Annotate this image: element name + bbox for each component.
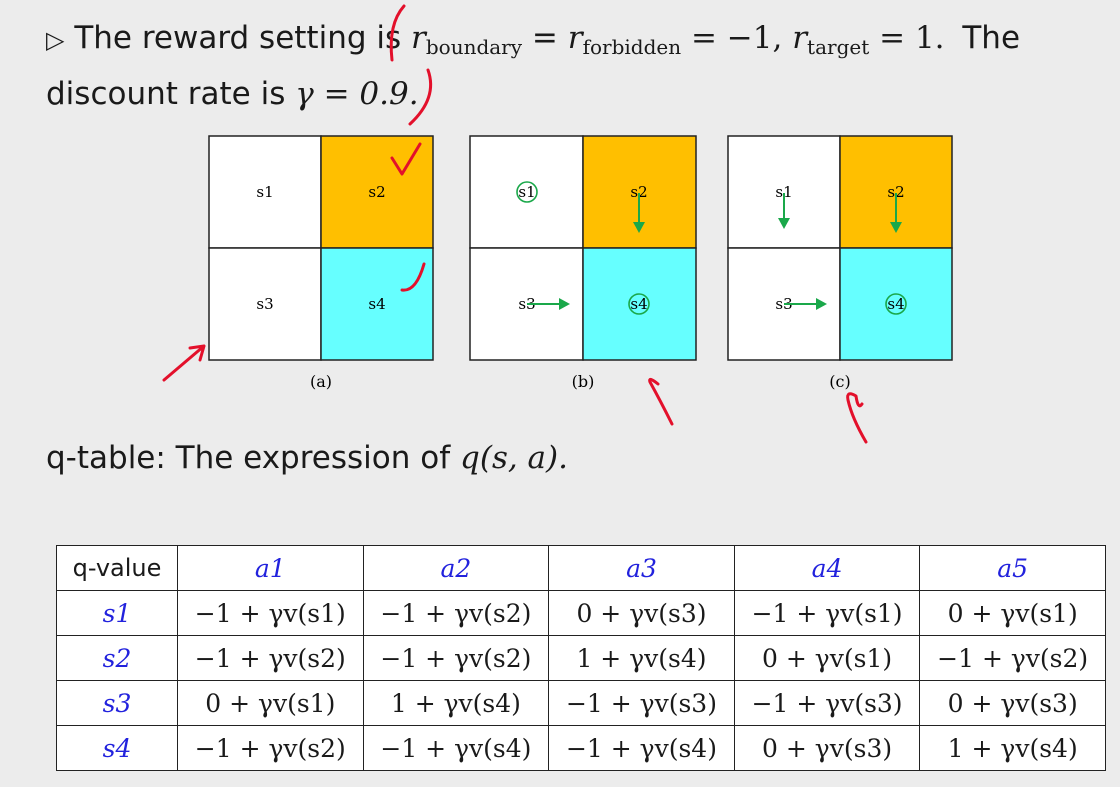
ink-arrow-b <box>648 377 674 426</box>
label-a-s2: s2 <box>368 183 385 201</box>
q-cell: −1 + γv(s2) <box>919 635 1106 681</box>
grid-c: s1 s2 s3 s4 (c) <box>727 135 953 391</box>
handwritten-annotations <box>162 4 868 444</box>
q-cell: 0 + γv(s1) <box>919 590 1106 636</box>
ink-close-bracket <box>408 68 433 126</box>
caption-b: (b) <box>572 372 595 391</box>
cell-a-s3 <box>208 247 322 361</box>
ink-check-s4 <box>400 262 426 292</box>
cell-c-s1 <box>727 135 841 249</box>
q-cell: 0 + γv(s3) <box>548 590 735 636</box>
q-cell: −1 + γv(s4) <box>362 725 550 771</box>
q-table: q-value a1 a2 a3 a4 a5 s1 −1 + γv(s1) −1… <box>56 545 1106 771</box>
discount-lead-text: discount rate is <box>46 76 286 112</box>
q-cell: 0 + γv(s3) <box>733 725 921 771</box>
discount-line: discount rate is γ = 0.9. <box>46 76 419 112</box>
q-table-corner: q-value <box>56 545 178 591</box>
caption-c: (c) <box>829 372 850 391</box>
stay-circle-b-s4 <box>628 293 650 315</box>
arrow-head-b-s2 <box>633 222 645 233</box>
stay-circle-c-s4 <box>885 293 907 315</box>
eq-value-forbidden: = −1, <box>690 20 783 56</box>
label-b-s4: s4 <box>630 295 647 313</box>
q-cell: 1 + γv(s4) <box>919 725 1106 771</box>
q-table-row-s3: s3 0 + γv(s1) 1 + γv(s4) −1 + γv(s3) −1 … <box>56 680 1106 726</box>
label-a-s3: s3 <box>256 295 273 313</box>
action-header-a5: a5 <box>919 545 1106 591</box>
r-forbidden: rforbidden <box>567 20 682 59</box>
label-c-s4: s4 <box>887 295 904 313</box>
caption-a: (a) <box>310 372 332 391</box>
eq-value-target: = 1. <box>879 20 945 56</box>
q-cell: −1 + γv(s3) <box>548 680 735 726</box>
q-cell: −1 + γv(s3) <box>733 680 921 726</box>
ink-arrow-a <box>162 344 206 382</box>
q-cell: −1 + γv(s1) <box>733 590 921 636</box>
qtable-caption-expr: q(s, a). <box>460 440 568 476</box>
eq-sign-1: = <box>531 20 558 56</box>
label-b-s2: s2 <box>630 183 647 201</box>
state-header-s1: s1 <box>56 590 178 636</box>
cell-c-s4 <box>839 247 953 361</box>
q-table-row-s4: s4 −1 + γv(s2) −1 + γv(s4) −1 + γv(s4) 0… <box>56 725 1106 771</box>
state-header-s4: s4 <box>56 725 178 771</box>
grid-a: s1 s2 s3 s4 (a) <box>208 135 434 391</box>
q-cell: 0 + γv(s1) <box>733 635 921 681</box>
state-header-s2: s2 <box>56 635 178 681</box>
r-target: rtarget <box>792 20 870 59</box>
reward-setting-line: ▷ The reward setting is rboundary = rfor… <box>46 20 1020 59</box>
q-cell: 1 + γv(s4) <box>548 635 735 681</box>
arrow-head-c-s2 <box>890 222 902 233</box>
grid-b: s1 s2 s3 s4 (b) <box>469 135 697 391</box>
label-b-s1: s1 <box>518 183 535 201</box>
reward-lead-text: The reward setting is <box>74 20 402 56</box>
q-cell: −1 + γv(s2) <box>362 635 550 681</box>
action-header-a1: a1 <box>177 545 364 591</box>
q-cell: 0 + γv(s1) <box>177 680 364 726</box>
q-table-header-row: q-value a1 a2 a3 a4 a5 <box>56 545 1106 591</box>
q-table-row-s2: s2 −1 + γv(s2) −1 + γv(s2) 1 + γv(s4) 0 … <box>56 635 1106 681</box>
q-cell: 1 + γv(s4) <box>362 680 550 726</box>
cell-b-s4 <box>582 247 697 361</box>
cell-a-s4 <box>320 247 434 361</box>
label-c-s2: s2 <box>887 183 904 201</box>
q-cell: −1 + γv(s2) <box>362 590 550 636</box>
gamma-expression: γ = 0.9. <box>295 76 419 112</box>
q-cell: −1 + γv(s4) <box>548 725 735 771</box>
action-header-a4: a4 <box>733 545 921 591</box>
label-c-s1: s1 <box>775 183 792 201</box>
stay-circle-b-s1 <box>516 181 538 203</box>
state-header-s3: s3 <box>56 680 178 726</box>
label-a-s1: s1 <box>256 183 273 201</box>
ink-arrow-c <box>846 392 868 444</box>
arrow-head-b-s3 <box>559 298 570 310</box>
qtable-caption-lead: q-table: The expression of <box>46 440 451 476</box>
r-boundary: rboundary <box>411 20 523 59</box>
q-cell: 0 + γv(s3) <box>919 680 1106 726</box>
action-header-a3: a3 <box>548 545 735 591</box>
q-cell: −1 + γv(s2) <box>177 635 364 681</box>
arrow-head-c-s3 <box>816 298 827 310</box>
label-a-s4: s4 <box>368 295 385 313</box>
ink-open-bracket <box>389 4 406 62</box>
q-cell: −1 + γv(s1) <box>177 590 364 636</box>
ink-check-s2 <box>390 142 422 176</box>
action-header-a2: a2 <box>362 545 550 591</box>
q-table-row-s1: s1 −1 + γv(s1) −1 + γv(s2) 0 + γv(s3) −1… <box>56 590 1106 636</box>
cell-b-s1 <box>469 135 584 249</box>
arrow-head-c-s1 <box>778 218 790 229</box>
q-cell: −1 + γv(s2) <box>177 725 364 771</box>
qtable-caption: q-table: The expression of q(s, a). <box>46 440 568 476</box>
reward-tail-text: The <box>962 20 1021 56</box>
bullet-marker: ▷ <box>46 26 65 54</box>
